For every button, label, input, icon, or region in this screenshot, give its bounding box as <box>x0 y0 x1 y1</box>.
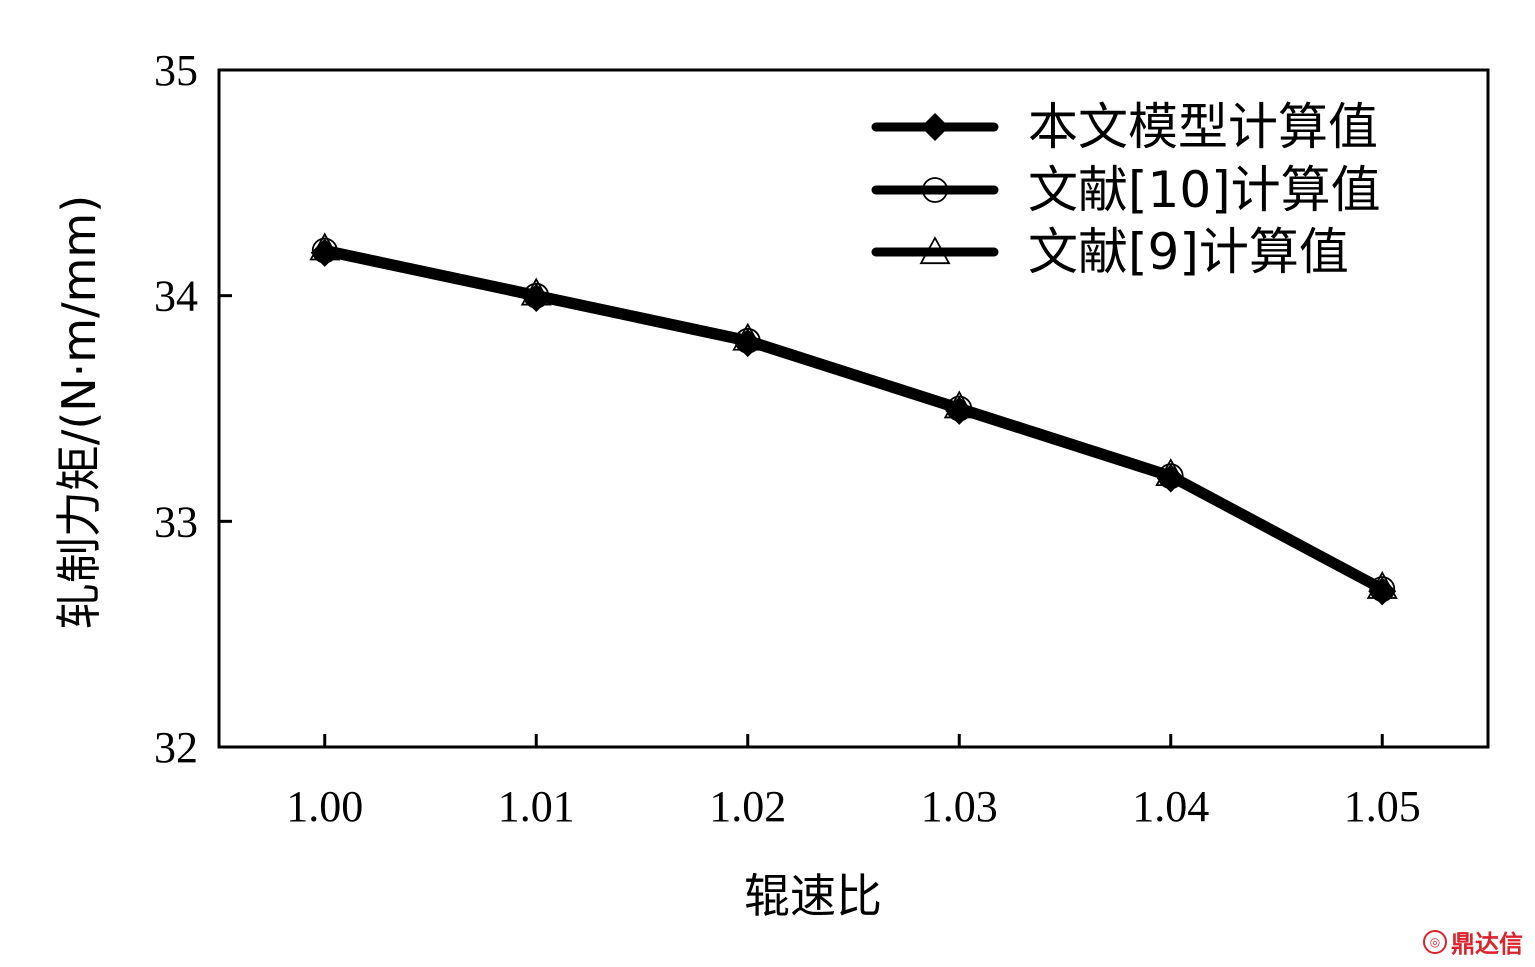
series-line-2 <box>321 244 1386 591</box>
series-line-0 <box>321 249 1386 595</box>
series-1-point <box>1369 576 1396 602</box>
series-2-point <box>732 322 764 351</box>
x-axis-title: 辊速比 <box>744 869 882 923</box>
series-1-point <box>946 395 973 422</box>
watermark: ◎ 鼎达信 <box>1423 924 1523 959</box>
legend-label: 文献[10]计算值 <box>1028 161 1381 219</box>
x-tick-label: 1.03 <box>921 782 998 831</box>
y-tick-label: 34 <box>154 272 198 321</box>
series-line-1 <box>321 247 1386 593</box>
brand-seal-icon: ◎ <box>1423 929 1447 954</box>
x-tick-label: 1.01 <box>498 782 575 831</box>
series-2-point <box>520 277 552 306</box>
watermark-text: 鼎达信 <box>1451 930 1523 958</box>
y-axis-title: 轧制力矩/(N·m/mm) <box>52 195 106 629</box>
series-1-point <box>1157 463 1184 490</box>
series-1-point <box>523 282 550 309</box>
y-tick-label: 33 <box>154 497 198 546</box>
x-tick-label: 1.05 <box>1344 782 1421 831</box>
legend-label: 文献[9]计算值 <box>1028 223 1349 281</box>
series-2-point <box>1155 458 1187 487</box>
x-tick-label: 1.02 <box>709 782 786 831</box>
y-tick-label: 32 <box>154 723 198 772</box>
legend-marker <box>919 236 951 265</box>
series-1-point <box>734 327 761 354</box>
series-2-point <box>943 390 975 419</box>
legend-marker <box>922 177 948 203</box>
x-tick-label: 1.04 <box>1132 782 1209 831</box>
legend-marker <box>920 112 950 142</box>
series-2-point <box>1366 570 1398 599</box>
plot-frame <box>217 68 1490 749</box>
x-tick-label: 1.00 <box>286 782 363 831</box>
y-tick-label: 35 <box>154 46 198 95</box>
series-2-point <box>309 232 341 261</box>
legend-label: 本文模型计算值 <box>1028 98 1378 156</box>
series-1-point <box>311 237 338 264</box>
